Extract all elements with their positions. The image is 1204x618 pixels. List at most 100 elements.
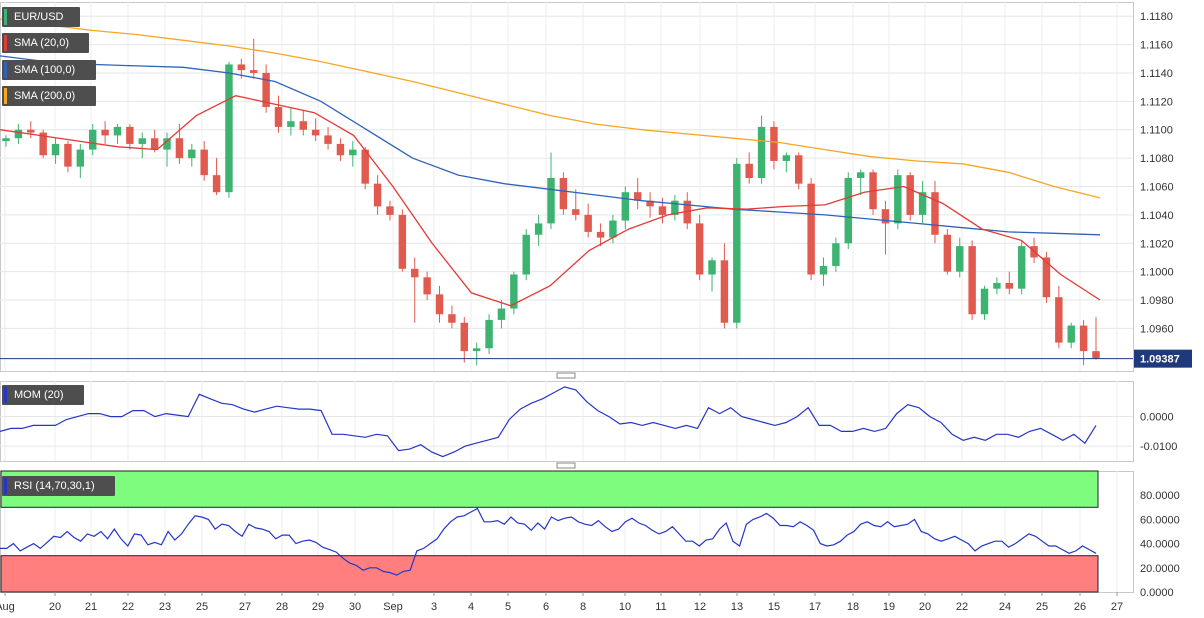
candle-body xyxy=(163,138,171,150)
candle-body xyxy=(76,149,85,167)
candle-body xyxy=(1079,325,1088,352)
sma20-swatch xyxy=(4,35,7,51)
sma100-line xyxy=(0,55,1101,236)
rsi-swatch xyxy=(4,478,7,494)
candle-body xyxy=(906,175,914,215)
candle-body xyxy=(844,177,852,244)
candle-body xyxy=(175,138,184,159)
rsi-tick-label: 20.0000 xyxy=(1140,563,1180,575)
candle-body xyxy=(497,308,506,320)
candle-body xyxy=(770,126,778,161)
candle-body xyxy=(522,234,530,275)
candle-body xyxy=(708,260,716,275)
x-tick-label: Aug xyxy=(0,601,15,613)
candle-body xyxy=(621,192,630,221)
candle-body xyxy=(64,143,72,167)
x-tick-label: 22 xyxy=(122,601,134,613)
candle-body xyxy=(943,234,952,272)
symbol-legend[interactable]: EUR/USD xyxy=(2,7,80,27)
price-tick-label: 1.1020 xyxy=(1140,238,1174,250)
sma200-legend[interactable]: SMA (200,0) xyxy=(2,86,96,106)
x-tick-label: 15 xyxy=(768,601,780,613)
x-tick-label: 28 xyxy=(276,601,288,613)
x-tick-label: 3 xyxy=(431,601,437,613)
x-tick-label: 11 xyxy=(655,601,666,613)
x-tick-label: 23 xyxy=(159,601,171,613)
candle-body xyxy=(311,129,320,136)
sma200-swatch xyxy=(4,88,7,104)
candle-body xyxy=(881,209,890,224)
candle-body xyxy=(39,132,47,156)
candle-body xyxy=(819,265,828,275)
oversold-zone xyxy=(0,555,1099,593)
candle-body xyxy=(1005,283,1014,289)
candle-body xyxy=(720,260,729,323)
splitter-handle-2 xyxy=(556,462,576,469)
price-tick-label: 1.1060 xyxy=(1140,182,1174,194)
candle-body xyxy=(361,149,369,184)
price-tick-label: 1.1080 xyxy=(1140,153,1174,165)
candle-body xyxy=(188,149,196,159)
mom-legend[interactable]: MOM (20) xyxy=(2,385,84,405)
sma100-legend[interactable]: SMA (100,0) xyxy=(2,60,96,80)
candle-body xyxy=(2,138,10,142)
rsi-panel: 80.0000 60.0000 40.0000 20.0000 0.0000 xyxy=(0,470,1180,599)
candle-body xyxy=(572,209,580,215)
candle-body xyxy=(423,277,431,295)
candle-body xyxy=(200,149,208,176)
candle-body xyxy=(993,283,1001,289)
x-tick-label: 21 xyxy=(85,601,97,613)
candle-body xyxy=(633,192,642,201)
current-price-badge xyxy=(1134,349,1192,368)
candle-body xyxy=(695,223,704,275)
candle-body xyxy=(485,319,493,349)
x-tick-label: 13 xyxy=(731,601,743,613)
candle-body xyxy=(894,175,902,224)
candle-body xyxy=(671,200,679,215)
mom-label: MOM (20) xyxy=(14,389,64,401)
rsi-legend[interactable]: RSI (14,70,30,1) xyxy=(2,476,115,496)
candle-body xyxy=(14,129,23,139)
rsi-tick-label: 0.0000 xyxy=(1140,587,1174,599)
sma20-line xyxy=(0,95,1101,307)
candle-body xyxy=(349,149,357,156)
candle-body xyxy=(1092,351,1100,359)
candle-body xyxy=(1067,325,1075,343)
candle-body xyxy=(435,294,444,315)
candle-body xyxy=(658,206,667,215)
rsi-tick-label: 40.0000 xyxy=(1140,539,1180,551)
splitter-handle-1 xyxy=(556,372,576,379)
candle-body xyxy=(782,155,791,161)
x-tick-label: 18 xyxy=(847,601,859,613)
price-panel: 1.1180 1.1160 1.1140 1.1120 1.1100 1.1080 1.10… xyxy=(0,2,1192,469)
x-tick-label: 5 xyxy=(505,601,511,613)
candle-body xyxy=(609,220,617,238)
x-tick-label: 25 xyxy=(1036,601,1048,613)
x-tick-label: 27 xyxy=(239,601,251,613)
candle-body xyxy=(472,348,481,352)
mom-panel: 0.0000 -0.0100 xyxy=(0,381,1177,462)
candle-body xyxy=(460,322,469,352)
x-tick-label: 10 xyxy=(619,601,631,613)
rsi-label: RSI (14,70,30,1) xyxy=(14,480,95,492)
x-tick-label: 20 xyxy=(49,601,61,613)
x-tick-label: 24 xyxy=(999,601,1011,613)
candle-body xyxy=(646,200,654,207)
price-tick-label: 1.1120 xyxy=(1140,96,1173,108)
sma200-line xyxy=(0,18,1101,199)
candle-body xyxy=(931,192,939,235)
sma100-label: SMA (100,0) xyxy=(14,64,76,76)
x-tick-label: 4 xyxy=(468,601,474,613)
rsi-tick-label: 80.0000 xyxy=(1140,490,1180,502)
candle-body xyxy=(299,121,307,130)
candle-body xyxy=(138,138,146,144)
x-tick-label: 8 xyxy=(580,601,586,613)
candle-body xyxy=(1055,297,1063,343)
candle-body xyxy=(386,206,394,215)
sma20-legend[interactable]: SMA (20,0) xyxy=(2,33,89,53)
candle-body xyxy=(411,268,419,278)
candle-body xyxy=(559,177,568,210)
x-tick-label: 26 xyxy=(1074,601,1086,613)
candle-body xyxy=(113,126,122,136)
candle-body xyxy=(1042,257,1051,298)
